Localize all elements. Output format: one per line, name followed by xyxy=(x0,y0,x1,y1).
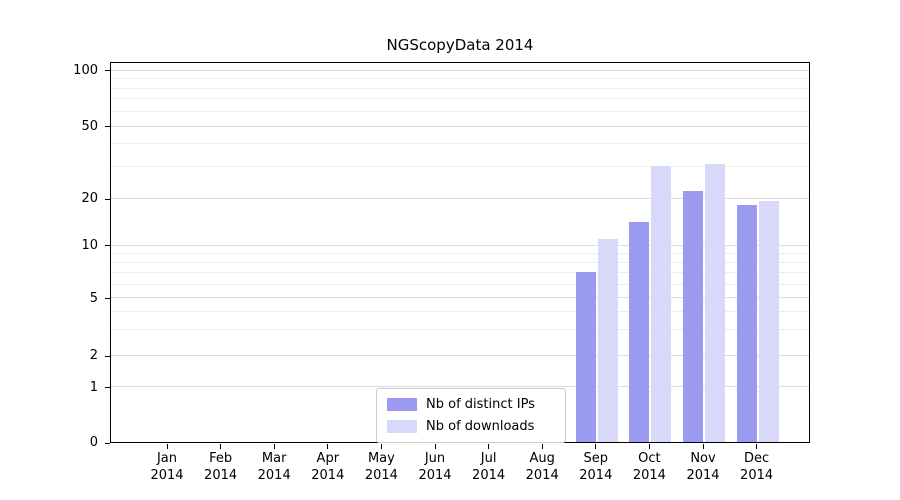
gridline-8 xyxy=(111,261,809,263)
x-tick-mark-jan xyxy=(166,444,168,449)
x-tick-mark-oct xyxy=(648,444,650,449)
gridline-90 xyxy=(111,78,809,80)
bar-sep-downloads xyxy=(597,238,618,442)
gridline-80 xyxy=(111,87,809,89)
legend: Nb of distinct IPs Nb of downloads xyxy=(376,388,566,443)
x-tick-mark-nov xyxy=(702,444,704,449)
legend-label-distinct-ips: Nb of distinct IPs xyxy=(426,397,535,412)
x-tick-mark-jun xyxy=(434,444,436,449)
legend-item-downloads: Nb of downloads xyxy=(387,419,555,434)
gridline-10 xyxy=(111,244,809,246)
y-tick-label-0: 0 xyxy=(89,435,98,450)
x-tick-label-may: May 2014 xyxy=(364,451,398,483)
gridline-2 xyxy=(111,354,809,356)
gridline-70 xyxy=(111,98,809,100)
x-tick-label-jan: Jan 2014 xyxy=(150,451,184,483)
y-tick-mark-10 xyxy=(105,245,110,247)
gridline-1 xyxy=(111,386,809,388)
gridline-5 xyxy=(111,297,809,299)
x-tick-label-jun: Jun 2014 xyxy=(418,451,452,483)
gridline-50 xyxy=(111,125,809,127)
y-tick-label-5: 5 xyxy=(89,290,98,306)
plot-area: Nb of distinct IPs Nb of downloads xyxy=(110,62,810,443)
x-tick-mark-dec xyxy=(756,444,758,449)
y-tick-mark-0 xyxy=(105,442,110,444)
gridline-20 xyxy=(111,197,809,199)
x-tick-mark-jul xyxy=(488,444,490,449)
y-tick-mark-5 xyxy=(105,298,110,300)
gridline-4 xyxy=(111,311,809,313)
x-tick-label-nov: Nov 2014 xyxy=(686,451,720,483)
y-tick-label-100: 100 xyxy=(73,62,98,78)
x-tick-mark-apr xyxy=(327,444,329,449)
bar-dec-downloads xyxy=(758,201,779,442)
x-tick-label-feb: Feb 2014 xyxy=(204,451,238,483)
y-tick-mark-50 xyxy=(105,126,110,128)
legend-label-downloads: Nb of downloads xyxy=(426,419,535,434)
y-tick-mark-1 xyxy=(105,387,110,389)
x-tick-label-mar: Mar 2014 xyxy=(257,451,291,483)
y-tick-label-2: 2 xyxy=(89,348,98,364)
y-tick-label-50: 50 xyxy=(81,118,98,134)
x-tick-label-apr: Apr 2014 xyxy=(311,451,345,483)
y-tick-mark-20 xyxy=(105,198,110,200)
x-tick-mark-may xyxy=(380,444,382,449)
gridline-3 xyxy=(111,329,809,331)
gridline-9 xyxy=(111,252,809,254)
y-tick-mark-2 xyxy=(105,355,110,357)
x-tick-label-oct: Oct 2014 xyxy=(632,451,666,483)
gridline-100 xyxy=(111,69,809,71)
bar-nov-distinct-ips xyxy=(683,190,703,442)
gridline-6 xyxy=(111,283,809,285)
x-tick-mark-sep xyxy=(595,444,597,449)
y-tick-label-10: 10 xyxy=(81,237,98,253)
x-tick-label-jul: Jul 2014 xyxy=(472,451,506,483)
x-tick-mark-mar xyxy=(273,444,275,449)
y-tick-mark-100 xyxy=(105,70,110,72)
gridline-40 xyxy=(111,143,809,145)
bar-dec-distinct-ips xyxy=(736,205,757,442)
bar-oct-distinct-ips xyxy=(629,222,650,442)
bar-sep-distinct-ips xyxy=(575,272,596,442)
bars-layer xyxy=(111,63,809,442)
gridline-60 xyxy=(111,110,809,112)
x-tick-mark-feb xyxy=(220,444,222,449)
bar-oct-downloads xyxy=(651,166,672,442)
y-tick-label-20: 20 xyxy=(81,191,98,206)
bar-nov-downloads xyxy=(705,163,725,442)
gridline-30 xyxy=(111,165,809,167)
y-tick-label-1: 1 xyxy=(89,379,98,395)
x-tick-mark-aug xyxy=(541,444,543,449)
legend-swatch-distinct-ips xyxy=(387,398,417,411)
x-tick-label-dec: Dec 2014 xyxy=(740,451,774,483)
x-tick-label-aug: Aug 2014 xyxy=(525,451,559,483)
gridline-7 xyxy=(111,271,809,273)
legend-item-distinct-ips: Nb of distinct IPs xyxy=(387,397,555,412)
legend-swatch-downloads xyxy=(387,420,417,433)
grid-layer xyxy=(111,63,809,442)
chart-title: NGScopyData 2014 xyxy=(386,36,534,54)
x-tick-label-sep: Sep 2014 xyxy=(579,451,613,483)
